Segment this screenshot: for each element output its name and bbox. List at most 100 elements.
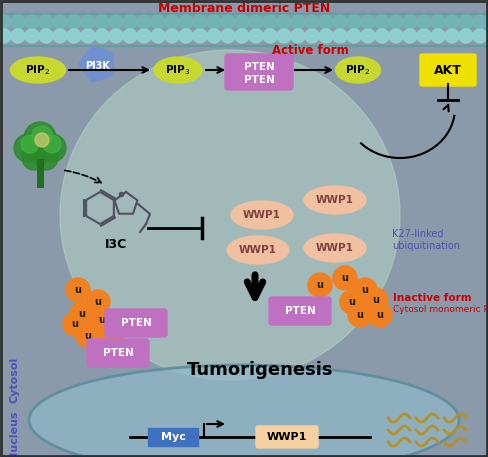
Circle shape xyxy=(291,29,305,43)
Circle shape xyxy=(417,29,431,43)
Text: Cytosol monomeric PTEN: Cytosol monomeric PTEN xyxy=(393,304,488,314)
Circle shape xyxy=(473,15,487,29)
Ellipse shape xyxy=(231,201,293,229)
Ellipse shape xyxy=(304,234,366,262)
Circle shape xyxy=(32,126,52,146)
Text: PIP$_2$: PIP$_2$ xyxy=(25,63,51,77)
Circle shape xyxy=(389,29,403,43)
Text: u: u xyxy=(348,297,355,307)
Circle shape xyxy=(277,29,291,43)
Circle shape xyxy=(34,146,58,170)
Circle shape xyxy=(347,29,361,43)
Text: PTEN: PTEN xyxy=(244,62,274,72)
Text: WWP1: WWP1 xyxy=(267,432,307,442)
Circle shape xyxy=(459,15,473,29)
Circle shape xyxy=(221,15,235,29)
Circle shape xyxy=(308,273,332,297)
Text: u: u xyxy=(372,295,380,305)
Circle shape xyxy=(22,146,46,170)
Text: PTEN: PTEN xyxy=(121,318,151,328)
Text: AKT: AKT xyxy=(434,64,462,76)
Circle shape xyxy=(403,15,417,29)
Circle shape xyxy=(333,266,357,290)
Circle shape xyxy=(305,29,319,43)
Text: u: u xyxy=(377,310,384,320)
Circle shape xyxy=(39,15,53,29)
Circle shape xyxy=(70,302,94,326)
Ellipse shape xyxy=(29,365,459,457)
Circle shape xyxy=(249,29,263,43)
Circle shape xyxy=(179,29,193,43)
Circle shape xyxy=(221,29,235,43)
Circle shape xyxy=(67,15,81,29)
Text: Tumorigenesis: Tumorigenesis xyxy=(187,361,333,379)
Circle shape xyxy=(137,29,151,43)
Circle shape xyxy=(368,303,392,327)
Circle shape xyxy=(364,288,388,312)
Ellipse shape xyxy=(304,186,366,214)
Circle shape xyxy=(151,15,165,29)
Circle shape xyxy=(43,135,61,153)
FancyBboxPatch shape xyxy=(256,426,318,448)
Circle shape xyxy=(249,15,263,29)
Circle shape xyxy=(193,29,207,43)
Circle shape xyxy=(95,29,109,43)
Circle shape xyxy=(291,15,305,29)
Text: u: u xyxy=(99,315,105,325)
Text: PTEN: PTEN xyxy=(285,306,315,316)
FancyBboxPatch shape xyxy=(148,428,198,446)
Circle shape xyxy=(319,15,333,29)
Circle shape xyxy=(340,290,364,314)
Circle shape xyxy=(14,134,42,162)
Circle shape xyxy=(403,29,417,43)
Text: Active form: Active form xyxy=(272,43,348,57)
Circle shape xyxy=(179,15,193,29)
Circle shape xyxy=(35,133,49,147)
Text: K27-linked
ubiquitination: K27-linked ubiquitination xyxy=(392,229,460,251)
Circle shape xyxy=(235,15,249,29)
Ellipse shape xyxy=(227,236,289,264)
Circle shape xyxy=(445,15,459,29)
Circle shape xyxy=(235,29,249,43)
Circle shape xyxy=(431,29,445,43)
Circle shape xyxy=(459,29,473,43)
Circle shape xyxy=(193,15,207,29)
Circle shape xyxy=(473,29,487,43)
Text: PTEN: PTEN xyxy=(102,348,133,358)
Circle shape xyxy=(109,15,123,29)
Circle shape xyxy=(39,29,53,43)
Circle shape xyxy=(333,15,347,29)
Circle shape xyxy=(86,290,110,314)
Circle shape xyxy=(25,29,39,43)
Text: PTEN: PTEN xyxy=(244,75,274,85)
Text: u: u xyxy=(108,329,116,339)
Circle shape xyxy=(417,15,431,29)
Circle shape xyxy=(0,29,11,43)
FancyBboxPatch shape xyxy=(105,309,167,337)
Circle shape xyxy=(361,29,375,43)
Circle shape xyxy=(361,15,375,29)
Text: u: u xyxy=(79,309,85,319)
FancyBboxPatch shape xyxy=(225,54,293,90)
Text: PI3K: PI3K xyxy=(85,61,110,71)
Text: PIP$_2$: PIP$_2$ xyxy=(346,63,370,77)
Text: u: u xyxy=(84,331,92,341)
Circle shape xyxy=(263,29,277,43)
Circle shape xyxy=(305,15,319,29)
Circle shape xyxy=(11,29,25,43)
Text: u: u xyxy=(95,297,102,307)
Circle shape xyxy=(347,15,361,29)
FancyBboxPatch shape xyxy=(269,297,331,325)
Ellipse shape xyxy=(154,57,202,83)
Circle shape xyxy=(38,134,66,162)
Circle shape xyxy=(67,29,81,43)
Circle shape xyxy=(375,15,389,29)
Circle shape xyxy=(431,15,445,29)
Circle shape xyxy=(76,324,100,348)
Text: u: u xyxy=(317,280,324,290)
Text: WWP1: WWP1 xyxy=(239,245,277,255)
Text: WWP1: WWP1 xyxy=(243,210,281,220)
Circle shape xyxy=(445,29,459,43)
Text: WWP1: WWP1 xyxy=(316,243,354,253)
Circle shape xyxy=(53,15,67,29)
